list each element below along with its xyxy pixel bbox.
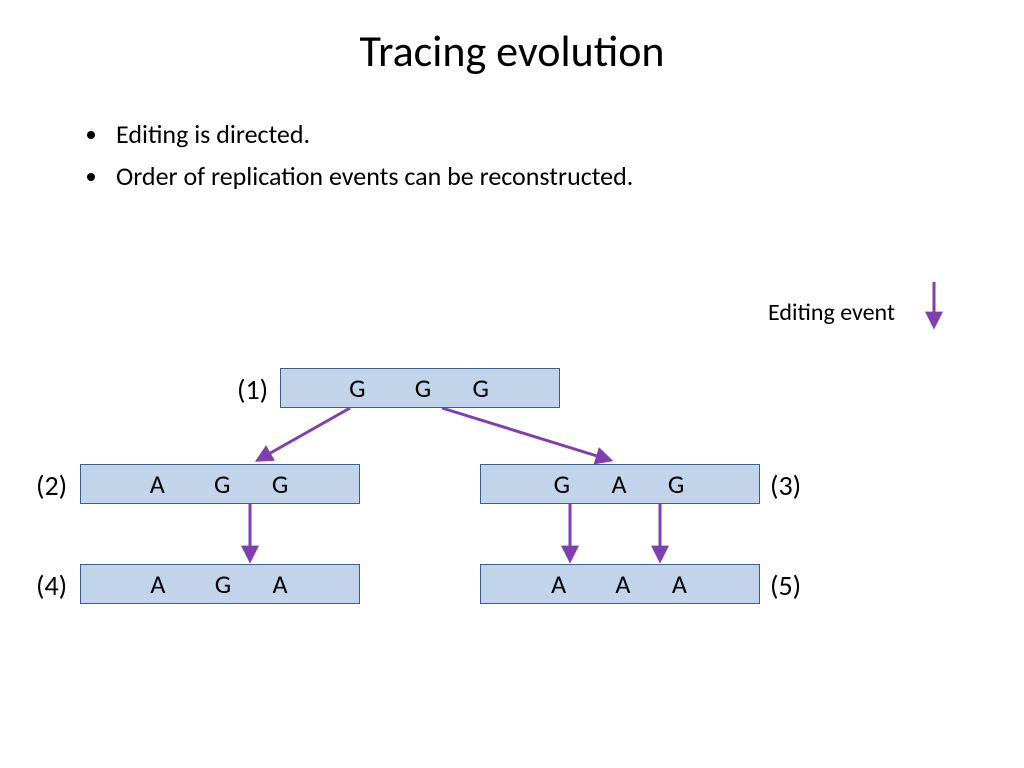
- legend-label: Editing event: [768, 298, 895, 327]
- tree-node-label-2: (2): [36, 468, 67, 503]
- tree-node-label-1: (1): [237, 372, 268, 407]
- tree-edge: [442, 408, 610, 460]
- tree-node-label-5: (5): [770, 568, 801, 603]
- tree-node-3: G A G: [480, 464, 760, 504]
- tree-node-1: G G G: [280, 368, 560, 408]
- tree-node-label-3: (3): [770, 468, 801, 503]
- tree-diagram: G G G (1) A G G (2) G A G (3) A G A (4) A A A (5)…: [0, 0, 1024, 768]
- tree-node-2: A G G: [80, 464, 360, 504]
- tree-node-4: A G A: [80, 564, 360, 604]
- tree-node-label-4: (4): [36, 568, 67, 603]
- tree-node-5: A A A: [480, 564, 760, 604]
- tree-edge: [258, 408, 350, 460]
